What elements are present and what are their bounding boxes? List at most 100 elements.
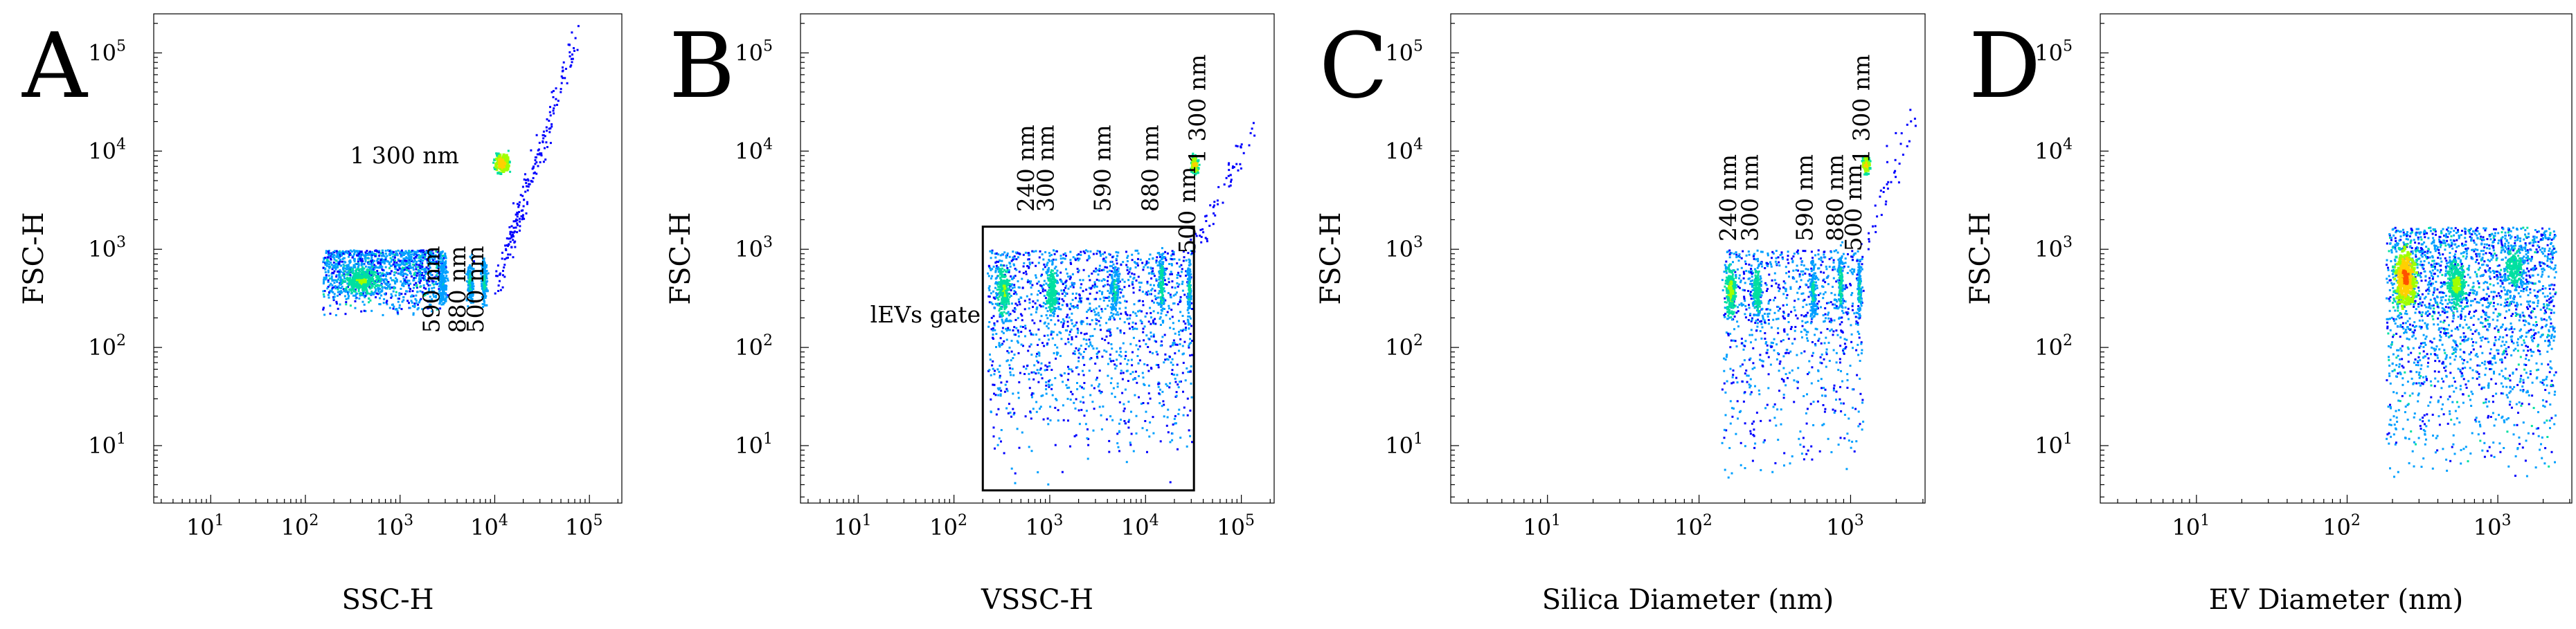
data-point [522,205,525,208]
data-point [527,179,530,182]
data-point [403,281,406,284]
data-point [330,282,332,285]
data-point [378,292,381,295]
data-point [1141,320,1143,323]
data-point [1036,293,1039,296]
data-point [537,148,540,151]
data-point [1076,304,1079,307]
data-point [1001,311,1003,314]
data-point [1093,387,1095,390]
data-point [509,253,512,256]
data-point [415,299,418,302]
data-point [405,276,408,279]
data-point [1162,321,1164,324]
data-point [1082,401,1085,404]
data-point [377,262,379,265]
data-point [470,282,473,284]
data-point [426,259,429,262]
data-point [1082,338,1085,340]
data-point [1005,256,1008,259]
data-point [1042,302,1045,304]
data-point [1100,390,1103,393]
data-point [419,255,422,257]
data-point [435,296,438,299]
data-point [1101,293,1103,295]
data-point [506,257,508,259]
data-point [1092,429,1095,432]
y-axis-label: FSC-H [18,212,50,304]
data-point [997,266,1000,268]
data-point [1012,392,1014,395]
data-point [1116,271,1118,274]
data-point [437,292,440,295]
data-point [1057,300,1059,303]
data-point [1062,300,1065,302]
data-point [1155,297,1158,300]
data-point [1174,332,1177,335]
data-point [402,299,405,302]
data-point [406,281,409,284]
data-point [469,278,472,281]
data-point [1131,326,1134,328]
data-point [1000,308,1003,311]
data-point [337,257,340,259]
data-point [1054,406,1057,409]
data-point [1127,279,1130,282]
data-point [337,271,339,273]
data-point [1118,354,1121,356]
data-point [337,252,339,255]
data-point [1183,406,1186,409]
data-point [503,264,506,266]
data-point [1189,271,1192,273]
data-point [411,301,413,304]
data-point [1190,354,1193,356]
data-point [1070,390,1073,393]
data-point [467,296,469,299]
data-point [1177,448,1179,450]
data-point [378,280,381,283]
data-point [444,272,447,275]
data-point [391,304,393,306]
data-point [1072,286,1075,289]
data-point [1015,268,1018,271]
data-point [414,277,417,279]
data-point [424,257,427,260]
data-point [343,264,346,267]
data-point [1149,397,1152,400]
data-point [390,260,393,263]
data-point [1163,308,1165,310]
data-point [377,290,380,293]
data-point [1001,271,1004,273]
data-point [355,294,357,297]
data-point [1156,353,1159,356]
data-point [1066,379,1069,381]
data-point [338,271,341,273]
data-point [406,300,409,302]
annotation-label: 880 nm [444,246,471,333]
data-point [337,285,340,288]
data-point [1062,324,1064,327]
data-point [509,240,512,243]
data-point [1190,317,1192,320]
data-point [1190,325,1192,327]
data-point [1125,311,1127,313]
data-point [360,273,363,275]
data-point [402,285,405,287]
data-point [327,279,330,282]
data-point [439,292,441,295]
data-point [999,291,1003,294]
data-point [339,276,342,279]
data-point [1076,257,1079,260]
data-point [429,295,431,298]
x-tick-label: 105 [565,512,603,540]
data-point [1031,250,1034,253]
data-point [1154,295,1156,298]
data-point [1039,408,1041,410]
data-point [1104,338,1107,341]
data-point [1155,340,1158,343]
data-point [1000,302,1003,304]
data-point [1010,359,1012,362]
data-point [326,262,329,265]
data-point [1171,432,1174,435]
data-point [1017,341,1019,344]
